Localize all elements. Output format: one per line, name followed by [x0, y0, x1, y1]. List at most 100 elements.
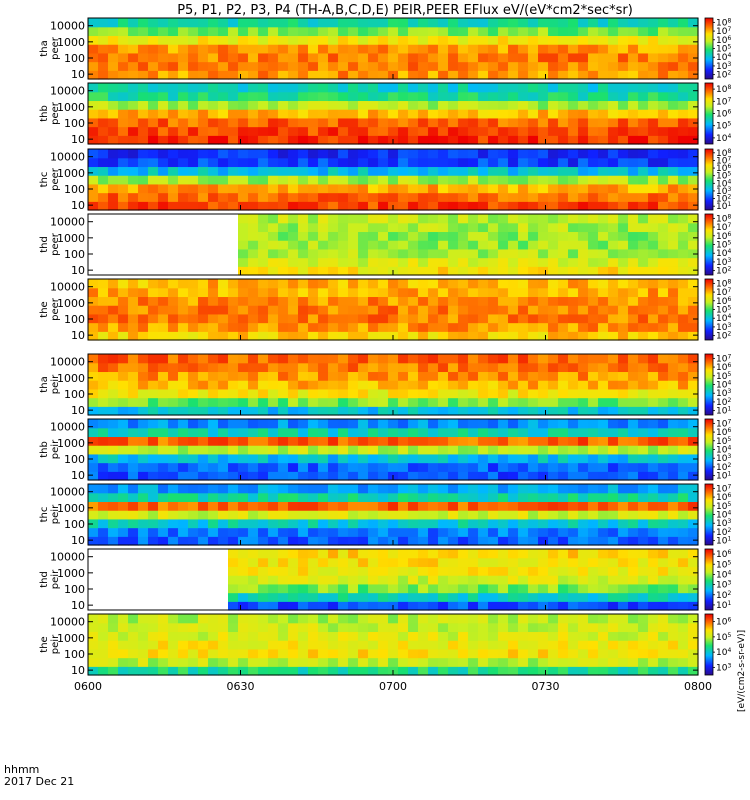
heatmap-cell	[688, 397, 699, 407]
heatmap-cell	[188, 631, 199, 641]
heatmap-cell	[338, 322, 349, 332]
heatmap-cell	[268, 44, 279, 54]
heatmap-cell	[358, 614, 369, 624]
heatmap-cell	[188, 419, 199, 429]
heatmap-cell	[548, 575, 559, 585]
heatmap-cell	[238, 640, 249, 650]
heatmap-cell	[438, 135, 449, 145]
heatmap-cell	[658, 666, 669, 676]
heatmap-cell	[398, 527, 409, 537]
heatmap-cell	[238, 305, 249, 315]
heatmap-cell	[478, 471, 489, 481]
heatmap-cell	[338, 471, 349, 481]
heatmap-cell	[128, 583, 139, 594]
heatmap-cell	[558, 296, 569, 306]
heatmap-cell	[488, 666, 499, 676]
heatmap-cell	[318, 566, 329, 576]
heatmap-cell	[628, 279, 639, 289]
heatmap-cell	[528, 371, 539, 381]
heatmap-cell	[418, 371, 429, 381]
heatmap-cell	[218, 380, 229, 390]
heatmap-cell	[608, 484, 619, 494]
heatmap-cell	[438, 296, 449, 306]
heatmap-cell	[588, 380, 599, 390]
heatmap-cell	[328, 453, 339, 464]
heatmap-cell	[298, 380, 309, 390]
heatmap-cell	[528, 70, 539, 80]
heatmap-cell	[398, 18, 409, 28]
heatmap-cell	[368, 640, 379, 650]
heatmap-cell	[388, 631, 399, 641]
heatmap-cell	[558, 166, 569, 176]
heatmap-cell	[148, 52, 159, 63]
panel-product-label: peer	[50, 101, 61, 125]
heatmap-cell	[598, 83, 609, 93]
heatmap-cell	[168, 536, 179, 546]
panel-probe-label: the	[39, 301, 50, 317]
heatmap-cell	[388, 510, 399, 520]
heatmap-cell	[378, 362, 389, 373]
heatmap-cell	[528, 287, 539, 298]
heatmap-cell	[218, 157, 229, 168]
heatmap-cell	[538, 614, 549, 624]
heatmap-cell	[418, 471, 429, 481]
heatmap-cell	[128, 462, 139, 472]
heatmap-cell	[178, 566, 189, 576]
heatmap-cell	[228, 296, 239, 306]
heatmap-cell	[388, 397, 399, 407]
heatmap-cell	[418, 484, 429, 494]
heatmap-cell	[448, 510, 459, 520]
heatmap-cell	[88, 44, 99, 54]
heatmap-cell	[538, 536, 549, 546]
heatmap-cell	[258, 35, 269, 45]
heatmap-cell	[128, 322, 139, 332]
heatmap-cell	[338, 492, 349, 503]
heatmap-cell	[298, 117, 309, 128]
heatmap-cell	[538, 436, 549, 446]
heatmap-cell	[488, 566, 499, 576]
heatmap-cell	[138, 91, 149, 102]
heatmap-cell	[128, 614, 139, 624]
heatmap-cell	[568, 453, 579, 464]
heatmap-cell	[158, 52, 169, 63]
heatmap-cell	[498, 362, 509, 373]
heatmap-cell	[548, 214, 559, 224]
heatmap-cell	[268, 117, 279, 128]
heatmap-cell	[508, 371, 519, 381]
heatmap-cell	[398, 100, 409, 110]
heatmap-cell	[538, 257, 549, 267]
heatmap-cell	[108, 657, 119, 667]
heatmap-cell	[688, 266, 699, 276]
heatmap-cell	[138, 18, 149, 28]
heatmap-cell	[208, 18, 219, 28]
heatmap-cell	[458, 557, 469, 568]
heatmap-cell	[668, 135, 679, 145]
heatmap-cell	[328, 388, 339, 399]
heatmap-cell	[348, 484, 359, 494]
heatmap-cell	[278, 240, 289, 250]
heatmap-cell	[378, 566, 389, 576]
heatmap-cell	[308, 622, 319, 633]
heatmap-cell	[218, 536, 229, 546]
heatmap-cell	[208, 83, 219, 93]
heatmap-cell	[458, 26, 469, 37]
heatmap-cell	[358, 406, 369, 416]
heatmap-cell	[238, 157, 249, 168]
heatmap-cell	[538, 492, 549, 503]
heatmap-cell	[498, 622, 509, 633]
heatmap-cell	[288, 453, 299, 464]
heatmap-cell	[488, 149, 499, 159]
heatmap-cell	[338, 214, 349, 224]
heatmap-cell	[318, 549, 329, 559]
heatmap-cell	[568, 471, 579, 481]
heatmap-cell	[148, 135, 159, 145]
heatmap-cell	[418, 322, 429, 332]
heatmap-cell	[188, 192, 199, 202]
heatmap-cell	[428, 631, 439, 641]
heatmap-cell	[168, 287, 179, 298]
heatmap-cell	[398, 622, 409, 633]
heatmap-cell	[428, 70, 439, 80]
heatmap-cell	[228, 484, 239, 494]
heatmap-cell	[448, 157, 459, 168]
heatmap-cell	[278, 614, 289, 624]
